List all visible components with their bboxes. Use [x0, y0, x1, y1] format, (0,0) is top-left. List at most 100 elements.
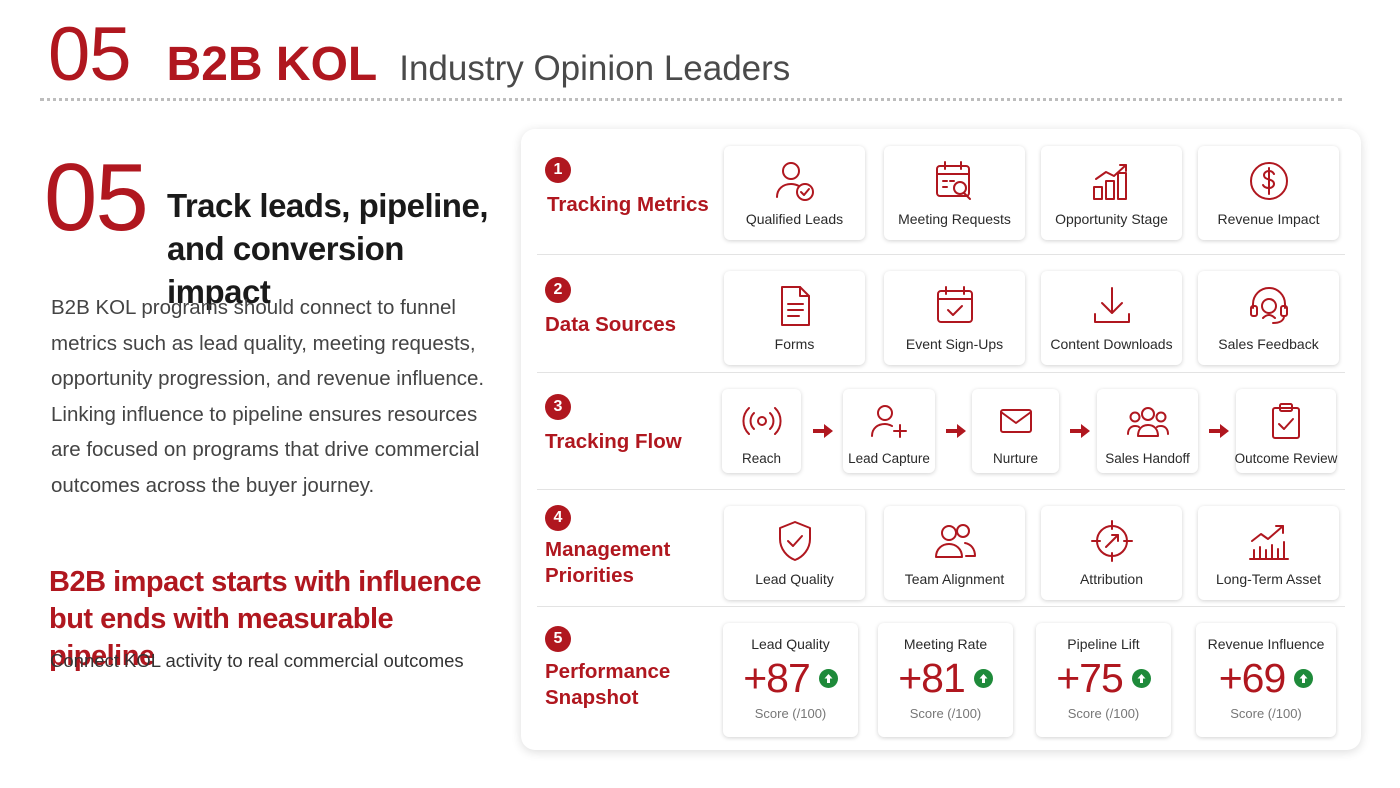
connect-statement: Connect KOL activity to real commercial …: [50, 650, 464, 671]
flow-step-lead-capture: Lead Capture: [843, 389, 935, 473]
download-icon: [1093, 287, 1130, 323]
card-attribution: Attribution: [1041, 506, 1182, 600]
kpi-value: +69: [1218, 655, 1287, 701]
shield-check-icon: [778, 521, 811, 561]
headset-icon: [1249, 287, 1288, 324]
step-badge-5: 5: [545, 626, 571, 652]
kpi-pipeline-lift: Pipeline Lift +75 Score (/100): [1036, 623, 1171, 737]
arrow-up-icon: [1294, 668, 1314, 688]
arrow-right-icon: [1209, 424, 1229, 438]
kpi-label: Meeting Rate: [903, 636, 988, 652]
kpi-revenue-influence: Revenue Influence +69 Score (/100): [1196, 623, 1336, 737]
step-badge-3: 3: [545, 394, 571, 420]
step-badge-2: 2: [545, 277, 571, 303]
step-badge-4: 4: [545, 505, 571, 531]
kpi-lead-quality: Lead Quality +87 Score (/100): [723, 623, 858, 737]
card-sales-feedback: Sales Feedback: [1198, 271, 1339, 365]
arrow-up-icon: [1131, 668, 1151, 688]
card-label: Content Downloads: [1050, 336, 1173, 352]
kpi-label: Revenue Influence: [1207, 636, 1325, 652]
kpi-value: +81: [898, 655, 966, 701]
card-opportunity-stage: Opportunity Stage: [1041, 146, 1182, 240]
section-number: 05: [44, 144, 149, 251]
user-check-icon: [775, 162, 814, 201]
card-label: Team Alignment: [904, 571, 1005, 587]
dollar-icon: [1249, 162, 1288, 200]
card-label: Lead Quality: [755, 571, 834, 587]
section-title-data-sources: Data Sources: [545, 313, 677, 336]
section-title-tracking-metrics: Tracking Metrics: [547, 193, 709, 216]
arrow-up-icon: [973, 668, 993, 688]
step-badge-1: 1: [545, 157, 571, 183]
card-team-alignment: Team Alignment: [884, 506, 1025, 600]
flow-label: Reach: [741, 451, 782, 466]
card-forms: Forms: [724, 271, 865, 365]
flow-label: Lead Capture: [848, 451, 930, 466]
growth-chart-icon: [1248, 525, 1289, 560]
card-label: Revenue Impact: [1217, 211, 1320, 227]
kpi-unit: Score (/100): [754, 706, 827, 721]
row-divider: [537, 489, 1345, 490]
card-lead-quality: Lead Quality: [724, 506, 865, 600]
card-label: Qualified Leads: [745, 211, 844, 227]
flow-step-outcome-review: Outcome Review: [1234, 389, 1338, 473]
flow-label: Outcome Review: [1234, 451, 1338, 466]
section-headline: Track leads, pipeline, and conversion im…: [167, 187, 488, 310]
section-description: B2B KOL programs should connect to funne…: [51, 296, 485, 497]
kpi-label: Pipeline Lift: [1067, 636, 1140, 652]
header-subtitle: Industry Opinion Leaders: [399, 49, 791, 88]
crosshair-icon: [1090, 520, 1133, 562]
card-long-term-asset: Long-Term Asset: [1198, 506, 1339, 600]
tracking-panel: 1 Tracking Metrics Qualified Leads Meeti…: [521, 129, 1361, 750]
card-meeting-requests: Meeting Requests: [884, 146, 1025, 240]
users-icon: [934, 524, 976, 558]
card-label: Sales Feedback: [1218, 336, 1319, 352]
card-revenue-impact: Revenue Impact: [1198, 146, 1339, 240]
card-content-downloads: Content Downloads: [1041, 271, 1182, 365]
kpi-unit: Score (/100): [1067, 706, 1140, 721]
card-label: Attribution: [1079, 571, 1144, 587]
row-divider: [537, 254, 1345, 255]
arrow-right-icon: [946, 424, 966, 438]
card-label: Forms: [774, 336, 815, 352]
calendar-search-icon: [935, 161, 971, 200]
flow-label: Nurture: [992, 451, 1038, 466]
flow-label: Sales Handoff: [1105, 451, 1190, 466]
calendar-check-icon: [936, 286, 973, 323]
page-header: 05 B2B KOL Industry Opinion Leaders: [48, 14, 790, 96]
kpi-unit: Score (/100): [909, 706, 982, 721]
impact-statement: B2B impact starts with influence but end…: [49, 566, 482, 672]
bar-chart-icon: [1092, 164, 1127, 200]
row-divider: [537, 606, 1345, 607]
envelope-icon: [999, 409, 1032, 433]
kpi-value: +87: [743, 655, 811, 701]
dotted-divider: [40, 98, 1342, 101]
section-title-performance-snapshot: Performance Snapshot: [545, 660, 671, 709]
clipboard-check-icon: [1272, 403, 1300, 439]
header-number: 05: [48, 12, 132, 97]
kpi-meeting-rate: Meeting Rate +81 Score (/100): [878, 623, 1013, 737]
section-title-management-priorities: Management Priorities: [545, 538, 671, 587]
card-label: Event Sign-Ups: [905, 336, 1004, 352]
row-divider: [537, 372, 1345, 373]
user-plus-icon: [871, 405, 907, 438]
broadcast-icon: [742, 407, 781, 435]
arrow-right-icon: [1070, 424, 1090, 438]
kpi-label: Lead Quality: [751, 636, 830, 652]
card-label: Opportunity Stage: [1055, 211, 1168, 227]
flow-step-reach: Reach: [722, 389, 801, 473]
arrow-up-icon: [818, 668, 838, 688]
card-label: Long-Term Asset: [1215, 571, 1322, 587]
card-label: Meeting Requests: [898, 211, 1011, 227]
document-icon: [780, 286, 810, 326]
card-qualified-leads: Qualified Leads: [724, 146, 865, 240]
header-title: B2B KOL: [166, 38, 378, 91]
arrow-right-icon: [813, 424, 833, 438]
section-title-tracking-flow: Tracking Flow: [545, 430, 682, 453]
kpi-unit: Score (/100): [1230, 706, 1302, 721]
kpi-value: +75: [1056, 655, 1124, 701]
team-icon: [1126, 407, 1169, 437]
card-event-sign-ups: Event Sign-Ups: [884, 271, 1025, 365]
flow-step-nurture: Nurture: [972, 389, 1059, 473]
flow-step-sales-handoff: Sales Handoff: [1097, 389, 1198, 473]
